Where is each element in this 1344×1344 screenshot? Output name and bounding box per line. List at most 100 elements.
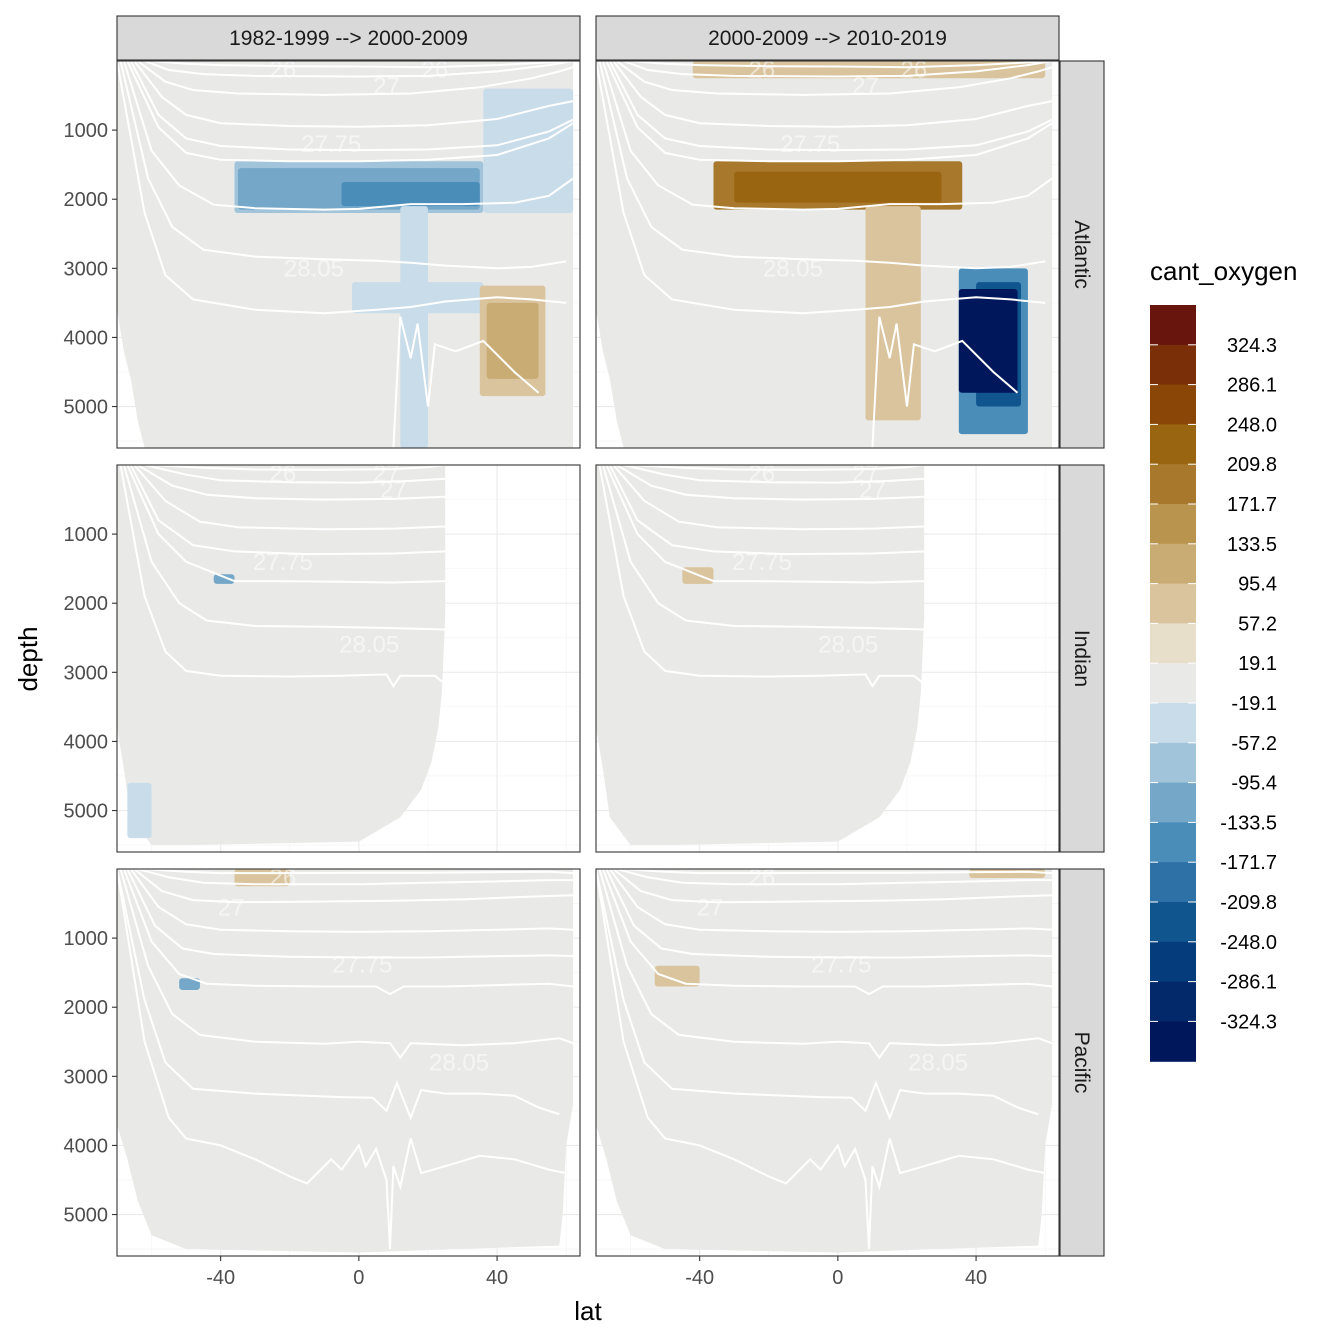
isopycnal-line xyxy=(129,61,574,152)
y-tick-label: 2000 xyxy=(64,997,109,1019)
isopycnal-line xyxy=(126,869,574,959)
x-tick-label: 0 xyxy=(832,1267,843,1289)
isopycnal-line xyxy=(117,869,567,1250)
y-tick-label: 1000 xyxy=(64,524,109,546)
strip-label: Pacific xyxy=(1070,1032,1093,1094)
legend-label: -248.0 xyxy=(1220,932,1277,954)
facet-strips: 1982-1999 --> 2000-2009 2000-2009 --> 201… xyxy=(116,15,1105,1257)
anomaly-region xyxy=(483,88,574,214)
legend-color-band xyxy=(1150,424,1196,465)
y-axis-title: depth xyxy=(13,626,43,691)
legend-color-band xyxy=(1150,862,1196,903)
legend-color-band xyxy=(1150,981,1196,1022)
panel-content: 26 27 27.75 28.05 26 xyxy=(117,56,574,448)
isopycnal-label: 27.75 xyxy=(253,549,313,576)
strip-label: Atlantic xyxy=(1070,220,1093,289)
y-tick-label: 3000 xyxy=(64,258,109,280)
strip-label: 1982-1999 --> 2000-2009 xyxy=(229,27,468,50)
isopycnal-line xyxy=(122,61,574,211)
legend-color-band xyxy=(1150,742,1196,784)
anomaly-region xyxy=(341,181,480,207)
isopycnal-line xyxy=(605,869,1053,959)
isopycnal-line xyxy=(630,465,925,471)
x-tick-label: 40 xyxy=(486,1267,508,1289)
isopycnal-label: 27.75 xyxy=(780,131,840,158)
isopycnal-line xyxy=(122,465,446,631)
isopycnal-label: 26 xyxy=(269,864,296,891)
panel-border xyxy=(595,60,1060,449)
isopycnal-line xyxy=(126,465,446,584)
isopycnal-line xyxy=(630,61,1053,69)
y-tick-label: 3000 xyxy=(64,1066,109,1088)
x-tick-label: -40 xyxy=(206,1267,235,1289)
panel-atlantic-1: 26 27 27.75 28.05 26 xyxy=(116,56,581,449)
legend-label: -209.8 xyxy=(1220,892,1277,914)
isopycnal-line xyxy=(623,61,1053,78)
isopycnal-line xyxy=(133,465,446,531)
anomaly-region xyxy=(486,302,539,379)
y-tick-label: 3000 xyxy=(64,662,109,684)
ocean-section xyxy=(596,465,925,846)
y-tick-label: 4000 xyxy=(64,731,109,753)
panel-border xyxy=(595,868,1060,1257)
anomaly-region xyxy=(213,574,235,584)
y-tick-label: 2000 xyxy=(64,189,109,211)
isopycnal-line xyxy=(117,869,560,1121)
legend-color-band xyxy=(1150,583,1196,624)
legend-label: 286.1 xyxy=(1227,375,1277,397)
panel-indian-2: 26 27 27.75 28.05 27 xyxy=(595,460,1060,853)
legend-label: -133.5 xyxy=(1220,812,1277,834)
isopycnal-line xyxy=(119,465,446,688)
isopycnal-line xyxy=(601,465,925,631)
isopycnal-line xyxy=(612,869,1053,904)
isopycnal-line xyxy=(144,61,574,78)
legend-color-band xyxy=(1150,464,1196,505)
axes: 1000200030004000500010002000300040005000… xyxy=(64,120,988,1289)
isopycnal-line xyxy=(596,869,1039,1121)
isopycnal-label: 28.05 xyxy=(763,255,823,282)
isopycnal-label: 28.05 xyxy=(818,632,878,659)
isopycnal-line xyxy=(601,61,1053,211)
x-axis-title: lat xyxy=(574,1296,602,1326)
legend-label: 209.8 xyxy=(1227,454,1277,476)
isopycnal-line xyxy=(623,869,1053,875)
isopycnal-line xyxy=(871,316,1019,448)
isopycnal-line xyxy=(612,465,925,531)
legend-color-band xyxy=(1150,1021,1196,1062)
legend-color-band xyxy=(1150,384,1196,425)
isopycnal-line xyxy=(129,465,446,556)
isopycnal-label: 26 xyxy=(422,56,449,83)
y-tick-label: 5000 xyxy=(64,801,109,823)
y-tick-label: 5000 xyxy=(64,1205,109,1227)
legend-label: 57.2 xyxy=(1238,613,1277,635)
isopycnal-label: 27 xyxy=(852,460,879,487)
isopycnal-label: 27 xyxy=(859,477,886,504)
isopycnal-label: 26 xyxy=(269,56,296,83)
legend-label: 248.0 xyxy=(1227,414,1277,436)
panel-content: 26 27 27.75 28.05 26 xyxy=(596,61,1053,448)
isopycnal-line xyxy=(596,869,1046,1250)
strip-background xyxy=(1059,464,1105,853)
strip-col-2: 2000-2009 --> 2010-2019 xyxy=(595,15,1060,61)
strip-label: Indian xyxy=(1070,630,1093,687)
isopycnal-line xyxy=(137,869,574,886)
isopycnal-label: 27.75 xyxy=(332,951,392,978)
isopycnal-label: 27 xyxy=(373,73,400,100)
isopycnal-label: 27.75 xyxy=(732,549,792,576)
isopycnal-label: 27.75 xyxy=(301,131,361,158)
legend-label: -57.2 xyxy=(1231,733,1277,755)
panel-indian-1: 26 27 27.75 28.05 27 xyxy=(116,464,581,853)
strip-background xyxy=(1059,60,1105,449)
legend-color-band xyxy=(1150,782,1196,823)
panel-content: 26 27 27.75 28.05 xyxy=(596,869,1053,1253)
isopycnal-line xyxy=(117,61,567,315)
isopycnal-line xyxy=(137,61,574,96)
strip-background xyxy=(595,15,1060,61)
anomaly-region xyxy=(969,869,1046,878)
strip-background xyxy=(1059,868,1105,1257)
isopycnal-line xyxy=(605,465,925,584)
isopycnal-label: 26 xyxy=(748,460,775,487)
strip-row-pacific: Pacific xyxy=(1059,868,1105,1257)
isopycnal-line xyxy=(137,465,446,501)
